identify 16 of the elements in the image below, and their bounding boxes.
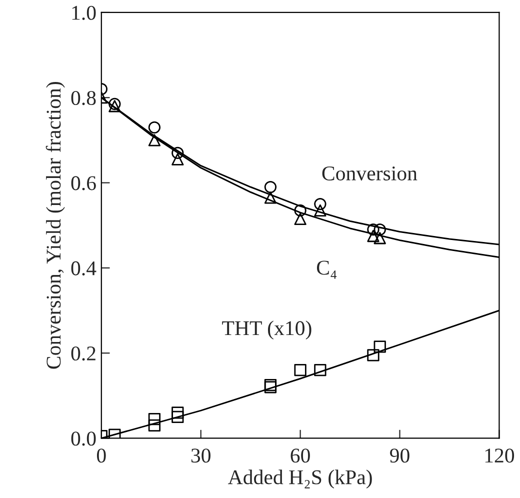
series-label: THT (x10) [222, 320, 312, 340]
y-tick-label: 0.2 [71, 346, 96, 361]
y-tick-label: 0.0 [71, 432, 96, 446]
y-tick-label: 0.4 [71, 261, 96, 276]
x-tick-label: 0 [96, 448, 106, 463]
series-label: C₄ [316, 260, 337, 279]
x-tick-label: 90 [390, 448, 410, 463]
y-tick-label: 0.8 [71, 90, 96, 106]
y-tick-label: 0.6 [71, 176, 96, 190]
x-tick-label: 120 [485, 448, 514, 463]
x-tick-label: 30 [191, 448, 210, 463]
y-axis-title: Conversion, Yield (molar fraction) [46, 82, 65, 369]
y-tick-label: 1.0 [72, 6, 96, 20]
x-tick-label: 60 [290, 448, 310, 463]
x-axis-title: Added H₂S (kPa) [228, 470, 372, 489]
series-label: Conversion [322, 166, 418, 180]
